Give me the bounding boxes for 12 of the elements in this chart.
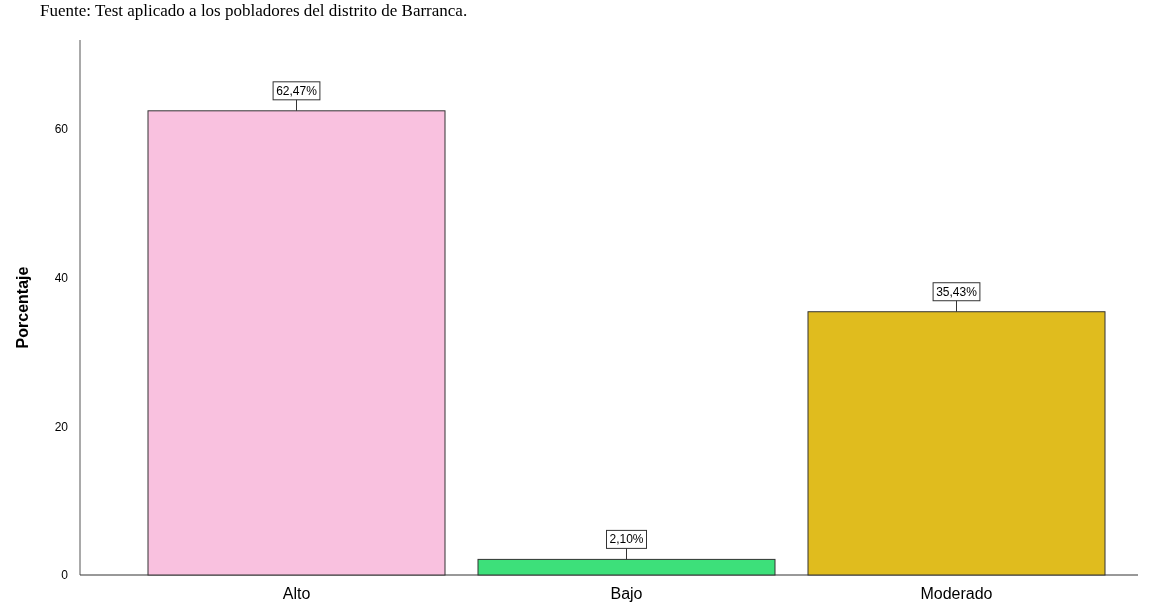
x-tick-label: Moderado bbox=[920, 585, 993, 602]
x-tick-label: Alto bbox=[282, 585, 311, 602]
source-note: Fuente: Test aplicado a los pobladores del distrito de Barranca. bbox=[40, 1, 468, 20]
y-tick-label: 40 bbox=[54, 270, 69, 285]
x-tick-label: Bajo bbox=[610, 585, 643, 602]
y-tick-label: 0 bbox=[61, 568, 69, 583]
y-tick-label: 60 bbox=[54, 122, 69, 137]
data-label: 35,43% bbox=[936, 284, 978, 299]
y-axis-title: Porcentaje bbox=[14, 266, 31, 349]
data-label: 2,10% bbox=[609, 532, 644, 547]
data-label: 62,47% bbox=[276, 83, 318, 98]
y-tick-label: 20 bbox=[54, 419, 69, 434]
